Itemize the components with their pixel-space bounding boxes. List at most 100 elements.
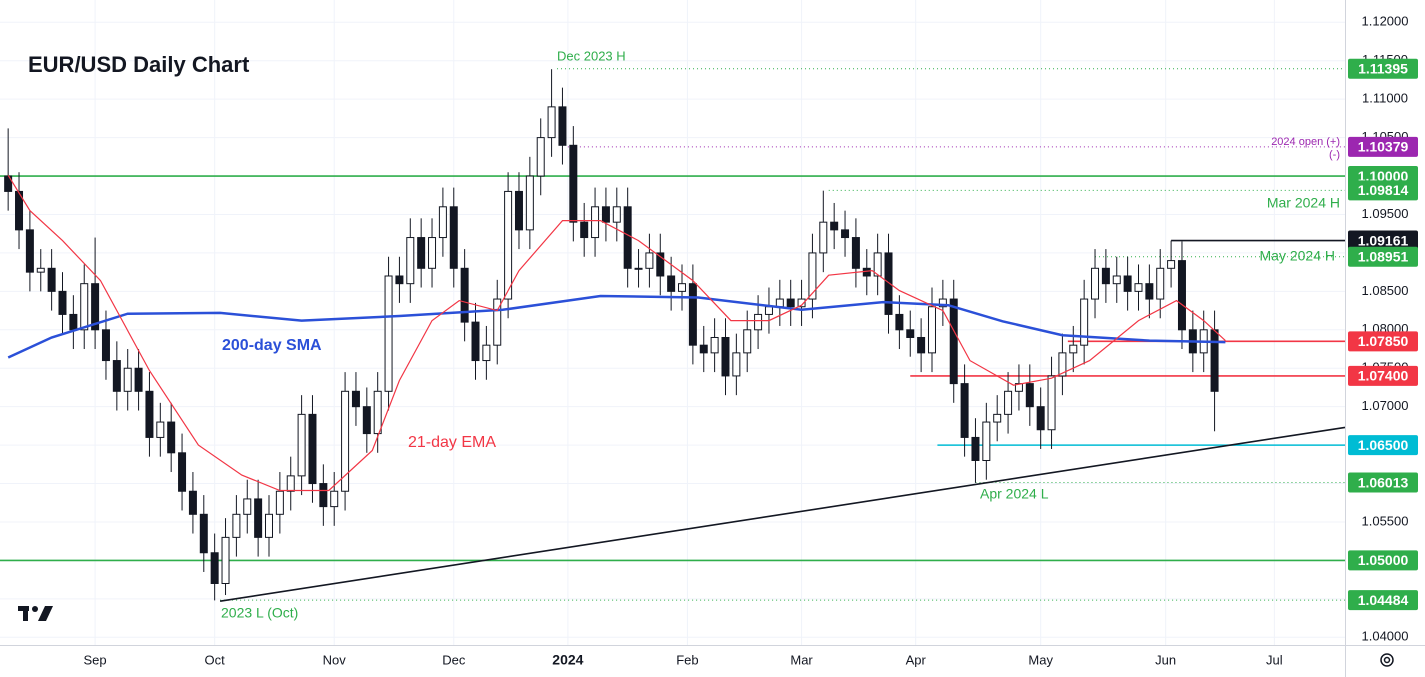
- price-tag-label: 1.09814: [1358, 182, 1409, 198]
- candle-body: [25, 229, 34, 273]
- candle-body: [156, 421, 165, 438]
- candle-body: [1047, 375, 1056, 431]
- candle-body: [1025, 383, 1034, 408]
- candle-body: [1156, 267, 1165, 300]
- candle-body: [917, 336, 926, 354]
- candle-body: [906, 329, 915, 338]
- price-tag: [1348, 435, 1418, 456]
- candle-body: [1134, 283, 1143, 292]
- price-tag-label: 1.08951: [1358, 248, 1409, 264]
- candle-body: [417, 237, 426, 269]
- candle-body: [873, 252, 882, 277]
- candle-body: [808, 252, 817, 300]
- candle-body: [265, 513, 273, 538]
- candle-body: [210, 552, 219, 584]
- candle-body: [841, 229, 850, 239]
- annotation: Apr 2024 L: [980, 486, 1049, 502]
- candle-body: [721, 336, 730, 377]
- candle-body: [123, 367, 132, 392]
- candle-body: [754, 313, 763, 331]
- price-tag-label: 1.06500: [1358, 437, 1409, 453]
- candle-body: [47, 267, 56, 292]
- candle-body: [438, 206, 447, 239]
- candle-body: [971, 436, 980, 461]
- x-tick-label: Jun: [1155, 652, 1176, 667]
- candle-body: [688, 283, 697, 346]
- candle-body: [58, 290, 67, 315]
- candle-body: [1080, 298, 1089, 346]
- x-tick-label: Feb: [676, 652, 698, 667]
- candle-body: [373, 390, 382, 435]
- candle-body: [884, 252, 893, 315]
- price-tag: [1348, 331, 1418, 352]
- candle-body: [591, 206, 600, 239]
- candle-body: [112, 360, 121, 392]
- annotation: Mar 2024 H: [1267, 195, 1340, 211]
- candle-body: [656, 252, 665, 277]
- candle-body: [101, 329, 110, 362]
- chart-title: EUR/USD Daily Chart: [28, 52, 250, 77]
- indicator-line: [7, 174, 1226, 492]
- candle-body: [993, 413, 1002, 423]
- candle-body: [91, 283, 100, 331]
- price-tag: [1348, 550, 1418, 571]
- candle-body: [243, 498, 252, 515]
- candle-body: [254, 498, 263, 538]
- candle-body: [275, 490, 284, 515]
- annotation: (-): [1329, 149, 1340, 161]
- candle-body: [1210, 329, 1219, 392]
- candle-body: [1091, 267, 1100, 300]
- candle-body: [743, 329, 752, 354]
- annotation: 2024 open (+): [1271, 136, 1340, 148]
- candle-body: [536, 137, 545, 177]
- indicators: [7, 174, 1346, 602]
- candle-body: [710, 336, 719, 354]
- candle-body: [178, 452, 187, 492]
- candle-body: [406, 237, 415, 285]
- price-tag-label: 1.07400: [1358, 368, 1409, 384]
- candle-body: [1004, 390, 1013, 415]
- price-tag: [1348, 230, 1418, 251]
- price-tag-label: 1.09161: [1358, 232, 1409, 248]
- candle-body: [797, 298, 806, 308]
- price-tag-label: 1.04484: [1358, 592, 1409, 608]
- annotation: 2023 L (Oct): [221, 605, 298, 621]
- candle-body: [1069, 344, 1078, 354]
- candle-body: [525, 175, 534, 231]
- candle-body: [15, 190, 24, 231]
- x-tick-label: Nov: [323, 652, 347, 667]
- series-label: 200-day SMA: [222, 337, 322, 354]
- settings-icon[interactable]: [1380, 653, 1394, 667]
- candle-body: [927, 306, 936, 354]
- indicator-line: [7, 294, 1226, 359]
- candle-body: [1123, 275, 1132, 292]
- candle-body: [558, 106, 567, 146]
- candle-body: [960, 383, 969, 438]
- annotation: Dec 2023 H: [557, 48, 626, 63]
- y-tick-label: 1.05500: [1362, 513, 1409, 528]
- x-tick-label: Mar: [790, 652, 813, 667]
- candle-body: [449, 206, 458, 269]
- candle-body: [471, 321, 480, 362]
- x-tick-label: 2024: [552, 652, 583, 668]
- candle-body: [134, 367, 143, 392]
- candle-body: [1177, 260, 1186, 331]
- candle-body: [36, 267, 45, 273]
- candle-body: [786, 298, 795, 308]
- annotations: 200-day SMA 21-day EMA Dec 2023 H 2024 open…: [221, 48, 1340, 620]
- candle-body: [286, 475, 295, 492]
- candle-body: [351, 390, 360, 408]
- y-tick-label: 1.09500: [1362, 206, 1409, 221]
- candle-body: [1112, 275, 1121, 285]
- trendline: [219, 426, 1346, 602]
- candle-body: [678, 283, 687, 292]
- y-tick-label: 1.08500: [1362, 283, 1409, 298]
- candle-body: [69, 313, 78, 331]
- candle-body: [1101, 267, 1110, 285]
- candle-body: [308, 413, 317, 485]
- price-tag-label: 1.10000: [1358, 168, 1409, 184]
- price-tag: [1348, 590, 1418, 611]
